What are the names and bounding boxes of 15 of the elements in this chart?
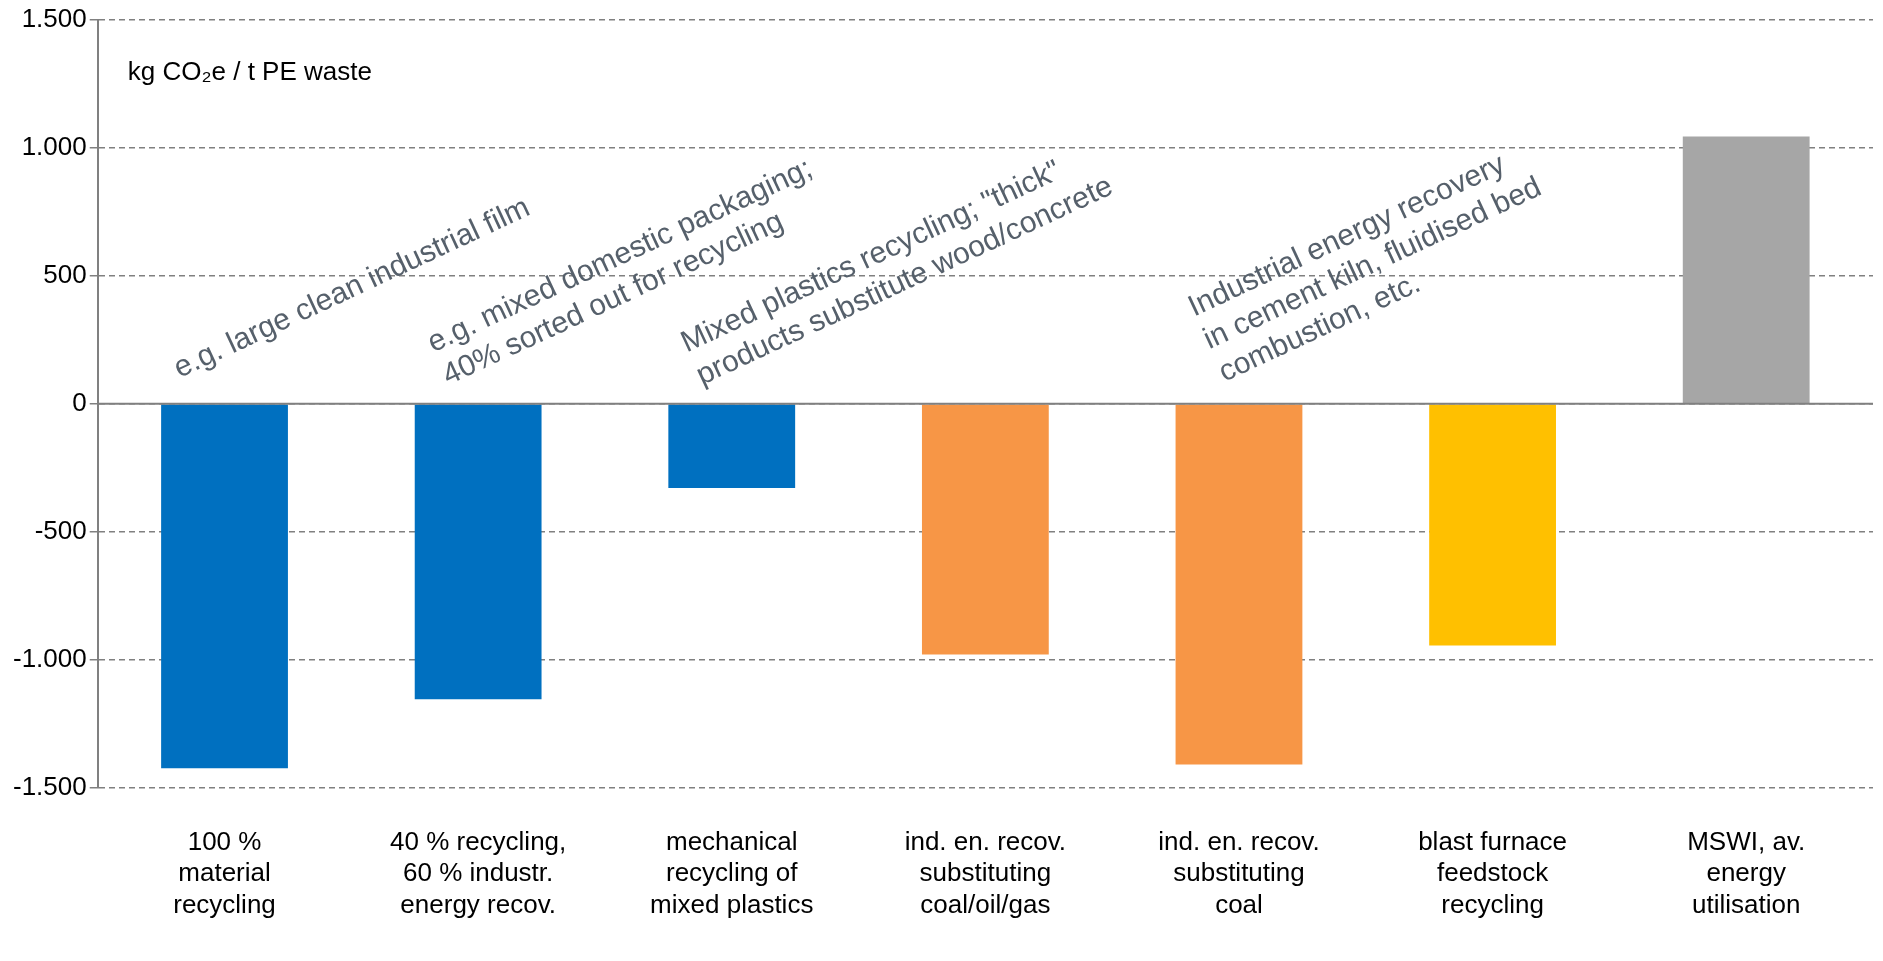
x-tick-label: MSWI, av. energy utilisation	[1687, 826, 1806, 919]
x-tick-label: 100 % material recycling	[173, 826, 276, 919]
y-tick-label: 500	[43, 258, 87, 289]
y-tick-label: -1.000	[12, 642, 87, 673]
x-tick-label: 40 % recycling, 60 % industr. energy recov.	[389, 826, 567, 919]
y-axis-title: kg CO₂e / t PE waste	[127, 56, 372, 87]
y-tick-label: -500	[34, 514, 87, 545]
x-tick-label: ind. en. recov. substituting coal	[1158, 826, 1320, 919]
y-tick-label: 1.500	[21, 3, 87, 34]
y-tick-label: -1.500	[12, 770, 87, 801]
x-tick-label: mechanical recycling of mixed plastics	[650, 826, 814, 919]
x-tick-label: blast furnace feedstock recycling	[1418, 826, 1568, 919]
y-tick-label: 1.000	[21, 131, 87, 162]
x-tick-label: ind. en. recov. substituting coal/oil/gas	[904, 826, 1067, 919]
y-tick-label: 0	[72, 386, 87, 417]
